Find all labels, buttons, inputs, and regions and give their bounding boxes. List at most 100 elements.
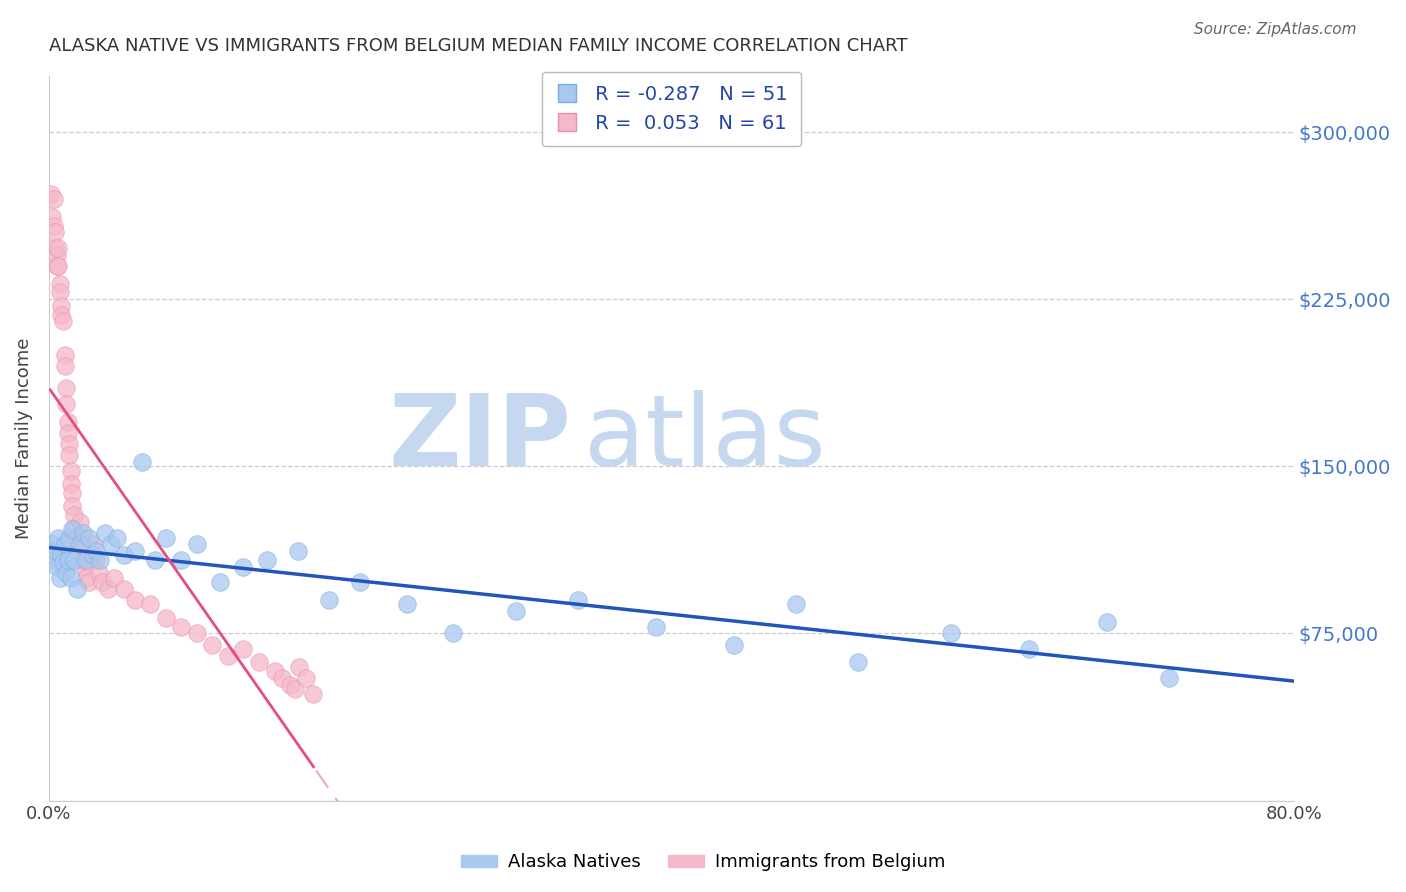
Point xyxy=(60,522,83,536)
Y-axis label: Median Family Income: Median Family Income xyxy=(15,338,32,539)
Point xyxy=(70,531,93,545)
Point xyxy=(75,553,97,567)
Point xyxy=(51,549,73,563)
Point xyxy=(112,582,135,596)
Point xyxy=(63,553,86,567)
Point xyxy=(45,559,67,574)
Point xyxy=(49,571,72,585)
Point xyxy=(201,638,224,652)
Point xyxy=(53,348,76,362)
Point xyxy=(89,553,111,567)
Point xyxy=(42,219,65,233)
Point xyxy=(55,397,77,411)
Point xyxy=(1159,671,1181,685)
Point xyxy=(124,544,146,558)
Point xyxy=(60,486,83,500)
Point xyxy=(271,671,294,685)
Point xyxy=(44,241,66,255)
Point xyxy=(63,508,86,523)
Point xyxy=(278,678,301,692)
Point xyxy=(294,671,316,685)
Point xyxy=(46,259,69,273)
Point xyxy=(505,604,527,618)
Point xyxy=(52,555,75,569)
Point xyxy=(58,531,80,545)
Point xyxy=(52,314,75,328)
Point xyxy=(67,553,90,567)
Point xyxy=(97,582,120,596)
Point xyxy=(941,626,963,640)
Point xyxy=(75,571,97,585)
Point xyxy=(84,544,107,558)
Point xyxy=(155,611,177,625)
Point xyxy=(139,598,162,612)
Point xyxy=(170,620,193,634)
Point xyxy=(79,531,101,545)
Point xyxy=(73,559,96,574)
Point xyxy=(44,225,66,239)
Point xyxy=(1095,615,1118,630)
Point xyxy=(53,537,76,551)
Point xyxy=(131,455,153,469)
Point xyxy=(232,642,254,657)
Point xyxy=(56,553,79,567)
Point xyxy=(82,537,104,551)
Point xyxy=(209,575,232,590)
Point xyxy=(42,553,65,567)
Point xyxy=(84,553,107,567)
Point xyxy=(51,299,73,313)
Point xyxy=(66,582,89,596)
Point xyxy=(103,571,125,585)
Point xyxy=(263,665,285,679)
Point xyxy=(60,500,83,514)
Point xyxy=(90,575,112,590)
Point xyxy=(107,531,129,545)
Point xyxy=(65,531,87,545)
Point xyxy=(72,553,94,567)
Point xyxy=(58,448,80,462)
Point xyxy=(42,192,65,206)
Point xyxy=(143,553,166,567)
Point xyxy=(45,259,67,273)
Point xyxy=(69,515,91,529)
Point xyxy=(59,571,82,585)
Legend: Alaska Natives, Immigrants from Belgium: Alaska Natives, Immigrants from Belgium xyxy=(454,847,952,879)
Point xyxy=(66,544,89,558)
Point xyxy=(87,566,110,581)
Point xyxy=(46,241,69,255)
Point xyxy=(69,537,91,551)
Point xyxy=(59,464,82,478)
Point xyxy=(124,593,146,607)
Point xyxy=(217,648,239,663)
Point xyxy=(155,531,177,545)
Point xyxy=(443,626,465,640)
Point xyxy=(349,575,371,590)
Point xyxy=(46,531,69,545)
Point xyxy=(170,553,193,567)
Point xyxy=(256,553,278,567)
Point xyxy=(247,656,270,670)
Point xyxy=(846,656,869,670)
Point xyxy=(58,437,80,451)
Point xyxy=(41,210,63,224)
Point xyxy=(644,620,666,634)
Point xyxy=(112,549,135,563)
Text: Source: ZipAtlas.com: Source: ZipAtlas.com xyxy=(1194,22,1357,37)
Point xyxy=(51,308,73,322)
Point xyxy=(232,559,254,574)
Point xyxy=(186,626,208,640)
Point xyxy=(59,477,82,491)
Text: ALASKA NATIVE VS IMMIGRANTS FROM BELGIUM MEDIAN FAMILY INCOME CORRELATION CHART: ALASKA NATIVE VS IMMIGRANTS FROM BELGIUM… xyxy=(49,37,907,55)
Legend:  R = -0.287   N = 51,  R =  0.053   N = 61: R = -0.287 N = 51, R = 0.053 N = 61 xyxy=(541,71,801,146)
Point xyxy=(56,415,79,429)
Point xyxy=(45,247,67,261)
Point xyxy=(94,526,117,541)
Point xyxy=(1018,642,1040,657)
Point xyxy=(79,575,101,590)
Point xyxy=(82,549,104,563)
Point xyxy=(49,277,72,291)
Point xyxy=(55,566,77,581)
Point xyxy=(302,687,325,701)
Point xyxy=(288,660,311,674)
Point xyxy=(56,425,79,440)
